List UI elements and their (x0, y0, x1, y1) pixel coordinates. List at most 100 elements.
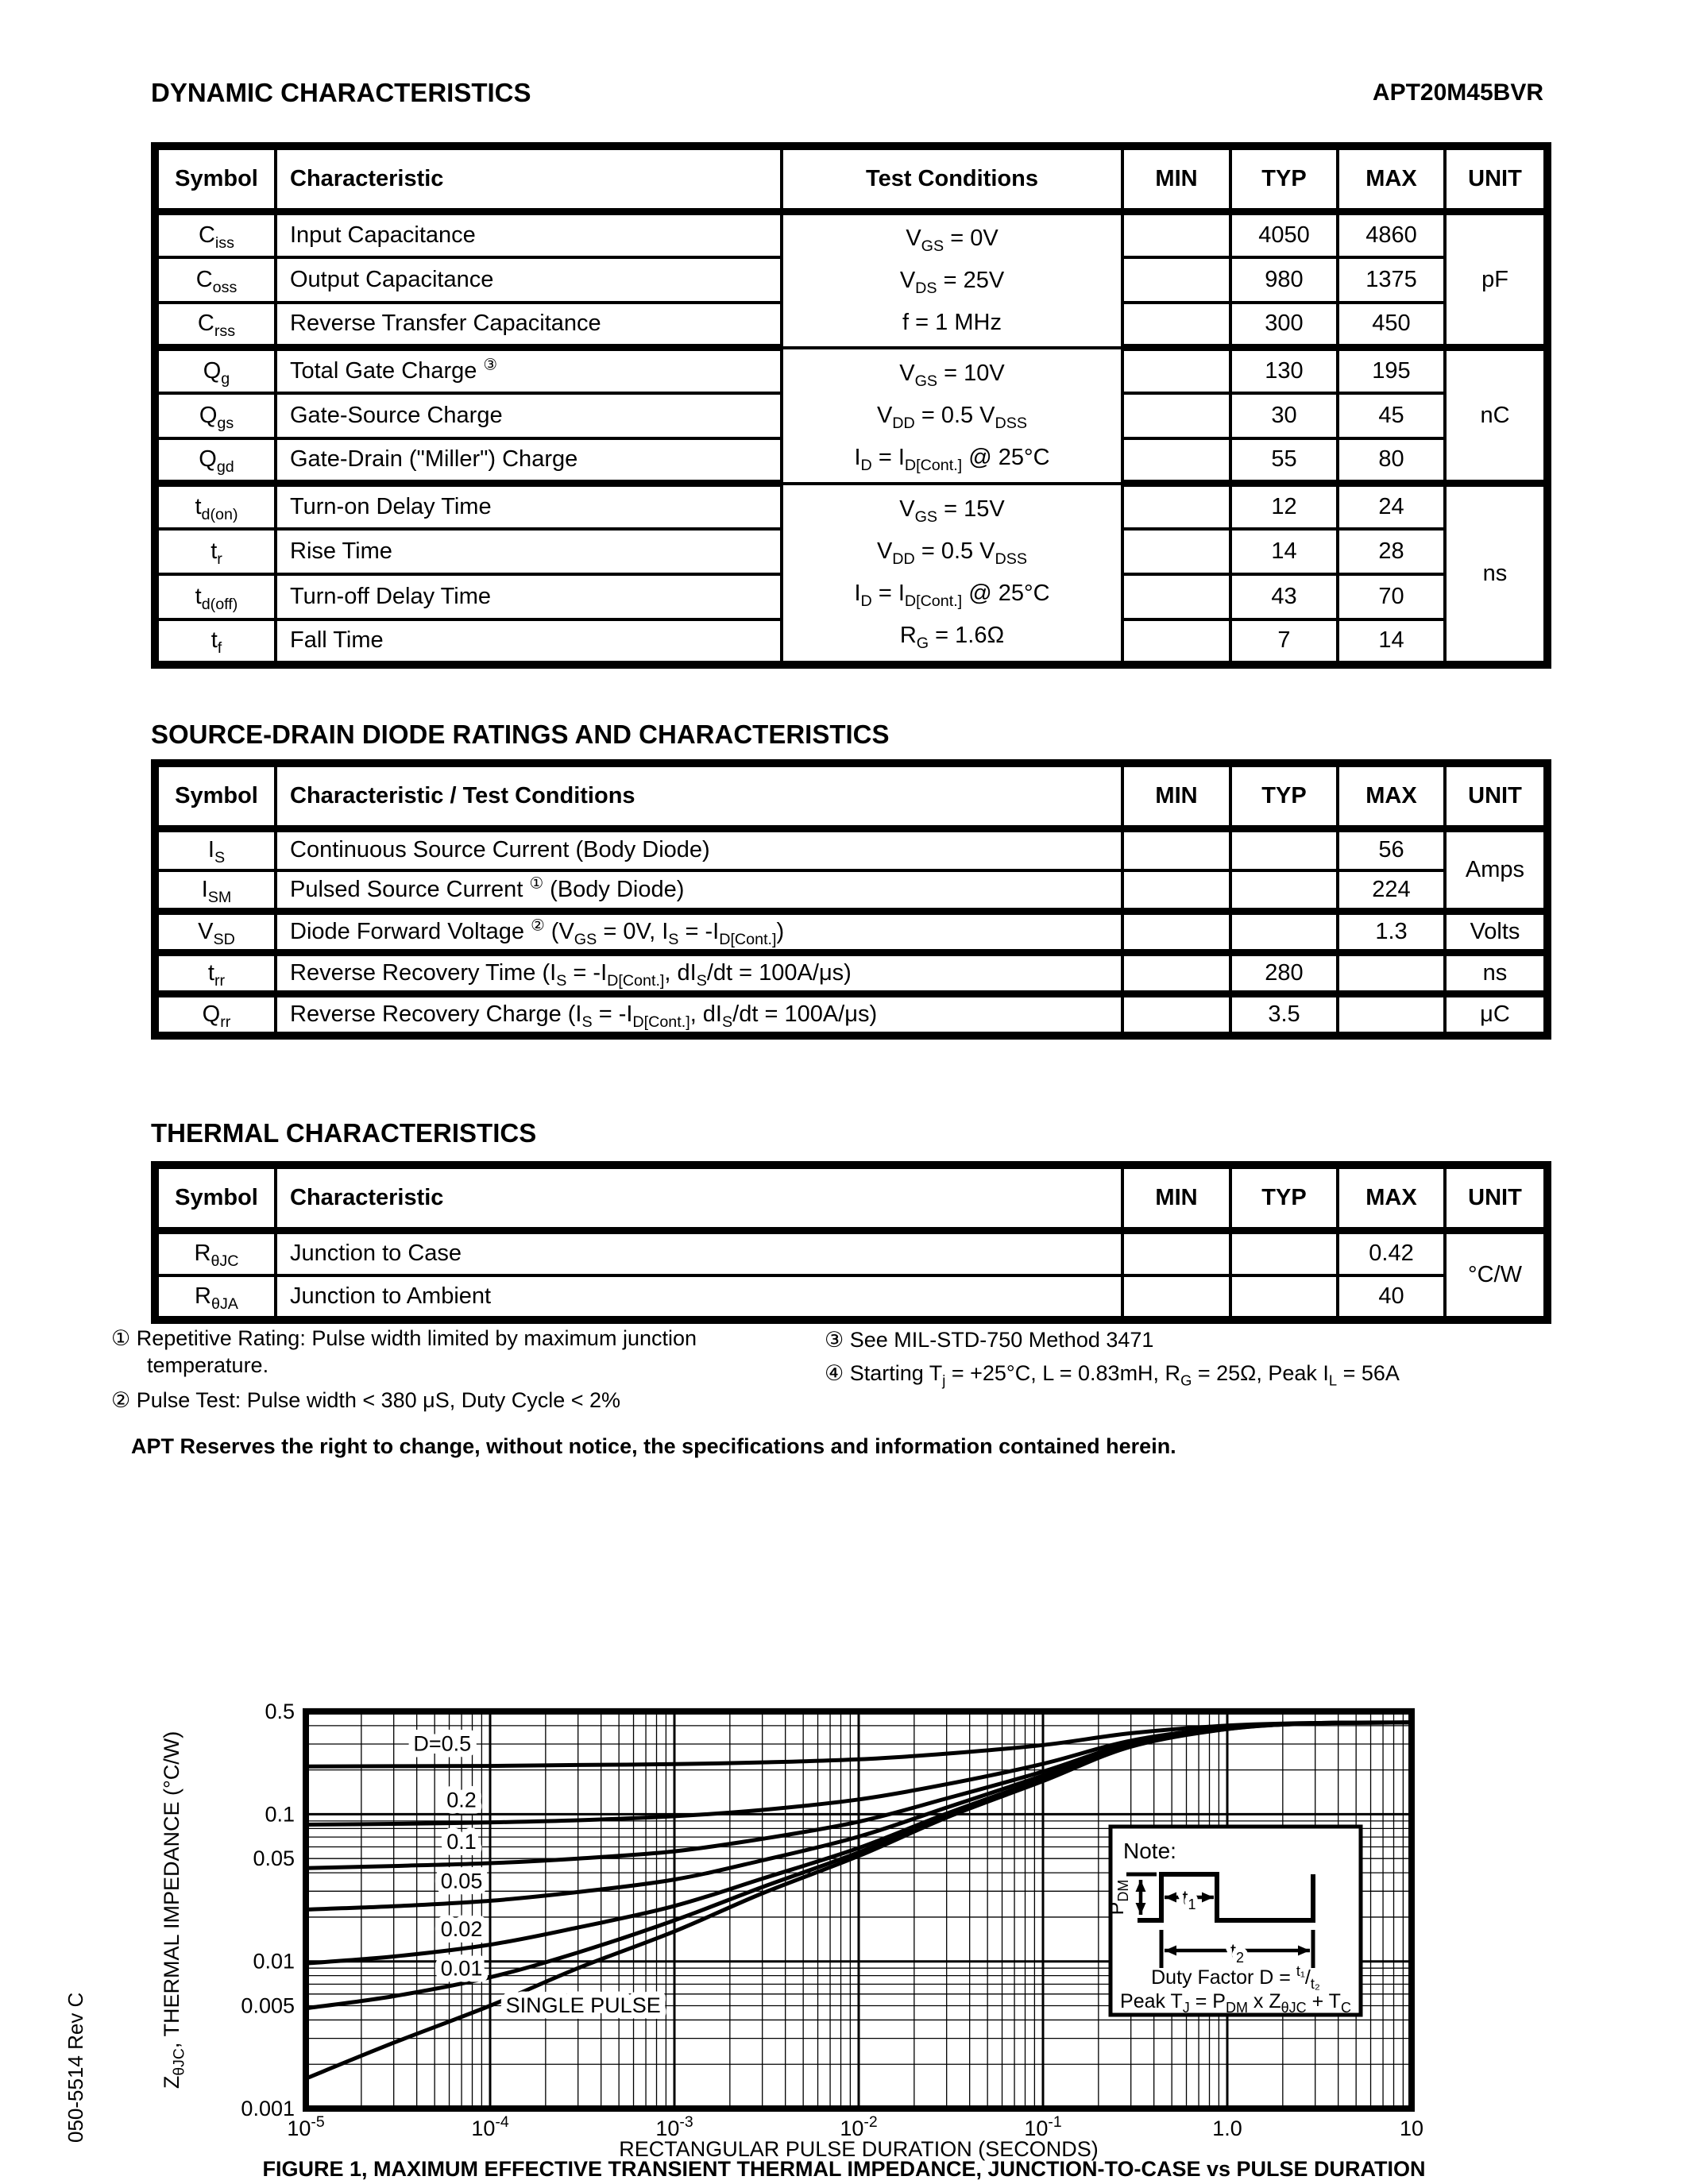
col-unit: UNIT (1443, 762, 1549, 832)
footnotes-left: ① Repetitive Rating: Pulse width limited… (111, 1325, 810, 1414)
table-row: RθJA Junction to Ambient 40 (153, 1273, 1547, 1322)
col-max: MAX (1336, 762, 1447, 832)
section-title-dynamic: DYNAMIC CHARACTERISTICS (151, 78, 531, 107)
table-row: VSD Diode Forward Voltage ② (VGS = 0V, I… (153, 909, 1549, 956)
thermal-impedance-chart: D=0.5 0.2 0.1 0.05 0.02 0.01 SINGLE PULSE 0.5 0.… (160, 1700, 1423, 2161)
disclaimer-text: APT Reserves the right to change, withou… (131, 1434, 1176, 1458)
symbol-cell: Qrr (153, 992, 277, 1037)
min-cell (1121, 436, 1232, 487)
col-characteristic: Characteristic (274, 1163, 1124, 1234)
min-cell (1121, 868, 1232, 915)
symbol-cell: td(off) (153, 572, 277, 621)
footnotes-right: ③ See MIL-STD-750 Method 3471 ④ Starting… (825, 1326, 1603, 1393)
unit-cell: nC (1443, 345, 1549, 487)
max-cell: 70 (1336, 572, 1447, 621)
characteristic-cell: Reverse Recovery Charge (IS = -ID[Cont.]… (274, 992, 1124, 1037)
max-cell: 56 (1336, 827, 1447, 872)
min-cell (1121, 527, 1232, 576)
max-cell: 28 (1336, 527, 1447, 576)
max-cell: 195 (1336, 345, 1447, 395)
table-row: IS Continuous Source Current (Body Diode… (153, 827, 1549, 915)
characteristic-cell: Gate-Source Charge (274, 391, 783, 440)
unit-cell: ns (1443, 951, 1549, 997)
typ-cell (1229, 1273, 1339, 1322)
min-cell (1121, 300, 1232, 351)
svg-text:10-3: 10-3 (655, 2113, 693, 2140)
svg-text:0.5: 0.5 (265, 1700, 295, 1723)
typ-cell: 300 (1229, 300, 1339, 351)
typ-cell (1229, 1229, 1339, 1277)
typ-cell (1229, 827, 1339, 872)
header-row: Symbol Characteristic MIN TYP MAX UNIT (153, 1163, 1549, 1234)
test-conditions-cell: VGS = 15V VDD = 0.5 VDSS ID = ID[Cont.] @ … (780, 481, 1124, 666)
svg-text:0.1: 0.1 (446, 1830, 477, 1854)
svg-text:0.01: 0.01 (253, 1950, 295, 1974)
section-title-diode: SOURCE-DRAIN DIODE RATINGS AND CHARACTER… (151, 720, 890, 749)
max-cell: 24 (1336, 481, 1447, 531)
characteristic-cell: Turn-off Delay Time (274, 572, 783, 621)
svg-text:10-2: 10-2 (840, 2113, 877, 2140)
test-conditions-cell: VGS = 10V VDD = 0.5 VDSS ID = ID[Cont.] @ … (780, 345, 1124, 485)
max-cell: 0.42 (1336, 1229, 1447, 1277)
symbol-cell: VSD (153, 909, 277, 956)
col-unit: UNIT (1443, 145, 1549, 215)
symbol-cell: ISM (153, 868, 277, 915)
footnote-1-line1: ① Repetitive Rating: Pulse width limited… (111, 1326, 697, 1350)
table-row: td(off) Turn-off Delay Time 43 70 (153, 572, 1547, 621)
symbol-cell: trr (153, 951, 277, 997)
symbol-cell: Ciss (153, 210, 277, 259)
col-symbol: Symbol (153, 145, 277, 215)
min-cell (1121, 481, 1232, 531)
typ-cell: 7 (1229, 617, 1339, 666)
max-cell: 45 (1336, 391, 1447, 440)
col-max: MAX (1336, 145, 1447, 215)
svg-text:10-5: 10-5 (287, 2113, 324, 2140)
svg-text:10: 10 (1400, 2116, 1423, 2140)
min-cell (1121, 827, 1232, 872)
table-row: ISM Pulsed Source Current ① (Body Diode)… (153, 868, 1547, 915)
svg-text:Peak TJ = PDM x ZθJC + TC: Peak TJ = PDM x ZθJC + TC (1120, 1990, 1351, 2016)
source-drain-diode-table: Symbol Characteristic / Test Conditions … (151, 759, 1551, 1040)
max-cell: 4860 (1336, 210, 1447, 259)
characteristic-cell: Total Gate Charge ③ (274, 345, 783, 395)
table-row: td(on) Turn-on Delay Time VGS = 15V VDD =… (153, 481, 1549, 666)
symbol-cell: td(on) (153, 481, 277, 531)
svg-text:SINGLE PULSE: SINGLE PULSE (506, 1993, 661, 2017)
unit-cell: °C/W (1443, 1229, 1549, 1322)
typ-cell: 980 (1229, 255, 1339, 304)
svg-text:0.1: 0.1 (265, 1802, 295, 1826)
characteristic-cell: Pulsed Source Current ① (Body Diode) (274, 868, 1124, 915)
max-cell: 40 (1336, 1273, 1447, 1322)
max-cell (1336, 992, 1447, 1037)
min-cell (1121, 345, 1232, 395)
typ-cell: 280 (1229, 951, 1339, 997)
symbol-cell: IS (153, 827, 277, 872)
svg-text:ZθJC, THERMAL IMPEDANCE (°C/W): ZθJC, THERMAL IMPEDANCE (°C/W) (160, 1731, 187, 2089)
max-cell: 450 (1336, 300, 1447, 351)
max-cell (1336, 951, 1447, 997)
table-row: tf Fall Time 7 14 (153, 617, 1547, 666)
typ-cell: 43 (1229, 572, 1339, 621)
characteristic-cell: Rise Time (274, 527, 783, 576)
unit-cell: ns (1443, 481, 1549, 666)
unit-cell: pF (1443, 210, 1549, 351)
col-symbol: Symbol (153, 1163, 277, 1234)
table-row: Qrr Reverse Recovery Charge (IS = -ID[Co… (153, 992, 1549, 1037)
col-min: MIN (1121, 145, 1232, 215)
svg-text:0.01: 0.01 (441, 1957, 483, 1981)
col-characteristic: Characteristic / Test Conditions (274, 762, 1124, 832)
max-cell: 14 (1336, 617, 1447, 666)
min-cell (1121, 992, 1232, 1037)
table-row: Ciss Input Capacitance VGS = 0V VDS = 25V… (153, 210, 1549, 351)
typ-cell: 14 (1229, 527, 1339, 576)
min-cell (1121, 951, 1232, 997)
table-row: Crss Reverse Transfer Capacitance 300 45… (153, 300, 1547, 351)
min-cell (1121, 255, 1232, 304)
min-cell (1121, 909, 1232, 956)
svg-text:0.02: 0.02 (441, 1917, 483, 1941)
symbol-cell: Coss (153, 255, 277, 304)
col-min: MIN (1121, 762, 1232, 832)
symbol-cell: Qg (153, 345, 277, 395)
typ-cell (1229, 868, 1339, 915)
footnote-3: ③ See MIL-STD-750 Method 3471 (825, 1328, 1154, 1352)
